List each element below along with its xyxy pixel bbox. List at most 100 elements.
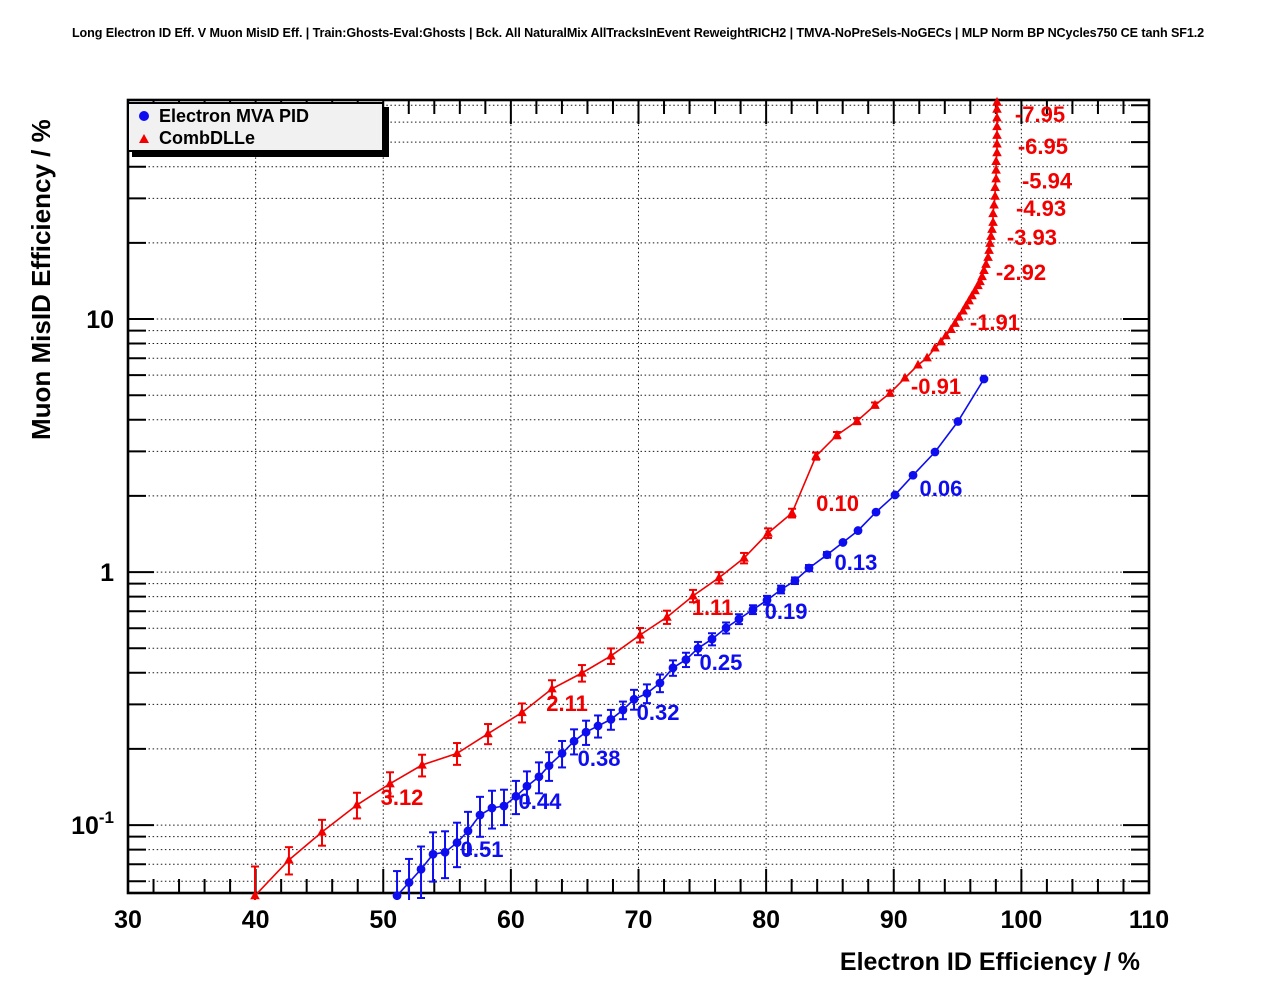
data-point-triangle — [936, 336, 946, 346]
legend-label: CombDLLe — [159, 128, 255, 148]
cut-value-label: 0.44 — [519, 789, 563, 814]
data-point-triangle — [662, 611, 672, 621]
data-point-triangle — [688, 590, 698, 600]
data-point-circle — [908, 470, 918, 480]
data-point-circle — [930, 447, 940, 457]
legend-marker-cell — [129, 111, 159, 121]
x-tick-label: 70 — [625, 906, 653, 934]
data-point-circle — [822, 550, 832, 560]
data-point-triangle — [981, 259, 991, 268]
plot-frame — [126, 98, 1151, 895]
x-tick-label: 100 — [1001, 906, 1043, 934]
cut-value-label: -5.94 — [1022, 168, 1073, 193]
cut-value-label: -1.91 — [970, 310, 1020, 335]
y-axis-title: Muon MisID Efficiency / % — [26, 119, 56, 440]
y-tick-labels: 10 1 10-1 — [71, 306, 114, 840]
data-point-triangle — [352, 799, 362, 809]
data-point-triangle — [606, 650, 616, 660]
data-point-triangle — [988, 208, 998, 218]
cut-value-label: 1.11 — [692, 595, 734, 620]
data-point-triangle — [483, 728, 493, 738]
data-point-triangle — [635, 629, 645, 639]
x-tick-label: 40 — [242, 906, 270, 934]
cut-value-label: -2.92 — [996, 260, 1046, 285]
data-point-circle — [499, 801, 509, 811]
data-point-triangle — [317, 826, 327, 836]
cut-value-label: 0.13 — [835, 550, 878, 575]
data-point-circle — [693, 643, 703, 653]
data-point-triangle — [714, 572, 724, 582]
data-point-circle — [404, 878, 414, 887]
data-point-triangle — [970, 285, 980, 295]
cut-value-label: 0.10 — [816, 491, 859, 516]
data-point-triangle — [763, 527, 773, 537]
data-point-triangle — [990, 190, 1000, 200]
legend: Electron MVA PID CombDLLe — [127, 102, 384, 152]
y-tick-label: 1 — [100, 559, 114, 587]
data-point-triangle — [992, 138, 1002, 148]
data-point-circle — [463, 826, 473, 836]
data-point-triangle — [852, 415, 862, 425]
x-axis-title: Electron ID Efficiency / % — [839, 948, 1140, 976]
data-point-triangle — [832, 429, 842, 439]
data-point-circle — [392, 891, 402, 900]
cut-value-label: 3.12 — [381, 785, 424, 810]
data-point-triangle — [986, 231, 996, 240]
data-point-triangle — [985, 238, 995, 247]
data-point-circle — [838, 538, 848, 547]
data-point-circle — [475, 810, 485, 820]
data-point-circle — [440, 847, 450, 857]
data-point-triangle — [417, 759, 427, 769]
cut-value-label: 0.25 — [700, 650, 743, 675]
cut-value-label: -6.95 — [1018, 134, 1068, 159]
data-point-circle — [581, 727, 591, 737]
data-point-triangle — [885, 387, 895, 397]
data-point-circle — [511, 791, 521, 801]
data-point-triangle — [954, 311, 964, 321]
data-point-circle — [681, 655, 691, 665]
legend-item-combdlle: CombDLLe — [129, 128, 382, 149]
data-point-triangle — [950, 318, 960, 327]
data-point-circle — [569, 736, 579, 746]
data-point-triangle — [577, 667, 587, 677]
cut-value-label: -4.93 — [1016, 196, 1066, 221]
cut-value-label: 0.19 — [765, 599, 808, 624]
data-point-circle — [707, 634, 717, 644]
data-point-circle — [762, 595, 772, 605]
data-point-triangle — [988, 217, 998, 226]
point-labels-electron-mva-pid: 0.51 0.44 0.38 0.32 0.25 0.19 0.13 0.06 — [461, 476, 963, 862]
data-point-triangle — [547, 683, 557, 693]
data-point-triangle — [967, 290, 977, 300]
data-point-circle — [734, 614, 744, 624]
data-point-triangle — [987, 224, 997, 233]
x-tick-label: 30 — [114, 906, 142, 934]
cut-value-label: 0.32 — [637, 700, 680, 725]
data-point-triangle — [961, 300, 971, 310]
data-point-circle — [416, 864, 426, 874]
data-point-triangle — [941, 330, 951, 340]
data-point-triangle — [992, 96, 1002, 106]
data-point-triangle — [284, 854, 294, 864]
data-point-triangle — [517, 707, 527, 717]
circle-marker-icon — [139, 111, 149, 121]
data-point-triangle — [992, 103, 1002, 113]
point-labels-combdlle: 3.12 2.11 1.11 0.10 -0.91 -1.91 -2.92 -3.93 -4.9… — [381, 102, 1073, 810]
data-point-triangle — [250, 890, 260, 900]
data-point-triangle — [983, 252, 993, 261]
data-point-circle — [534, 772, 544, 782]
data-point-triangle — [991, 156, 1001, 165]
gridlines — [128, 100, 1149, 893]
data-point-circle — [606, 714, 616, 724]
data-point-circle — [804, 563, 814, 573]
data-point-triangle — [989, 199, 999, 209]
cut-value-label: -7.95 — [1015, 102, 1065, 127]
legend-label: Electron MVA PID — [159, 106, 310, 126]
cut-value-label: -3.93 — [1007, 225, 1057, 250]
x-tick-labels: 30 40 50 60 70 80 90 100 110 — [114, 906, 1169, 934]
triangle-marker-icon — [139, 133, 149, 143]
data-point-circle — [428, 849, 438, 859]
data-point-triangle — [385, 778, 395, 788]
data-point-triangle — [811, 450, 821, 460]
